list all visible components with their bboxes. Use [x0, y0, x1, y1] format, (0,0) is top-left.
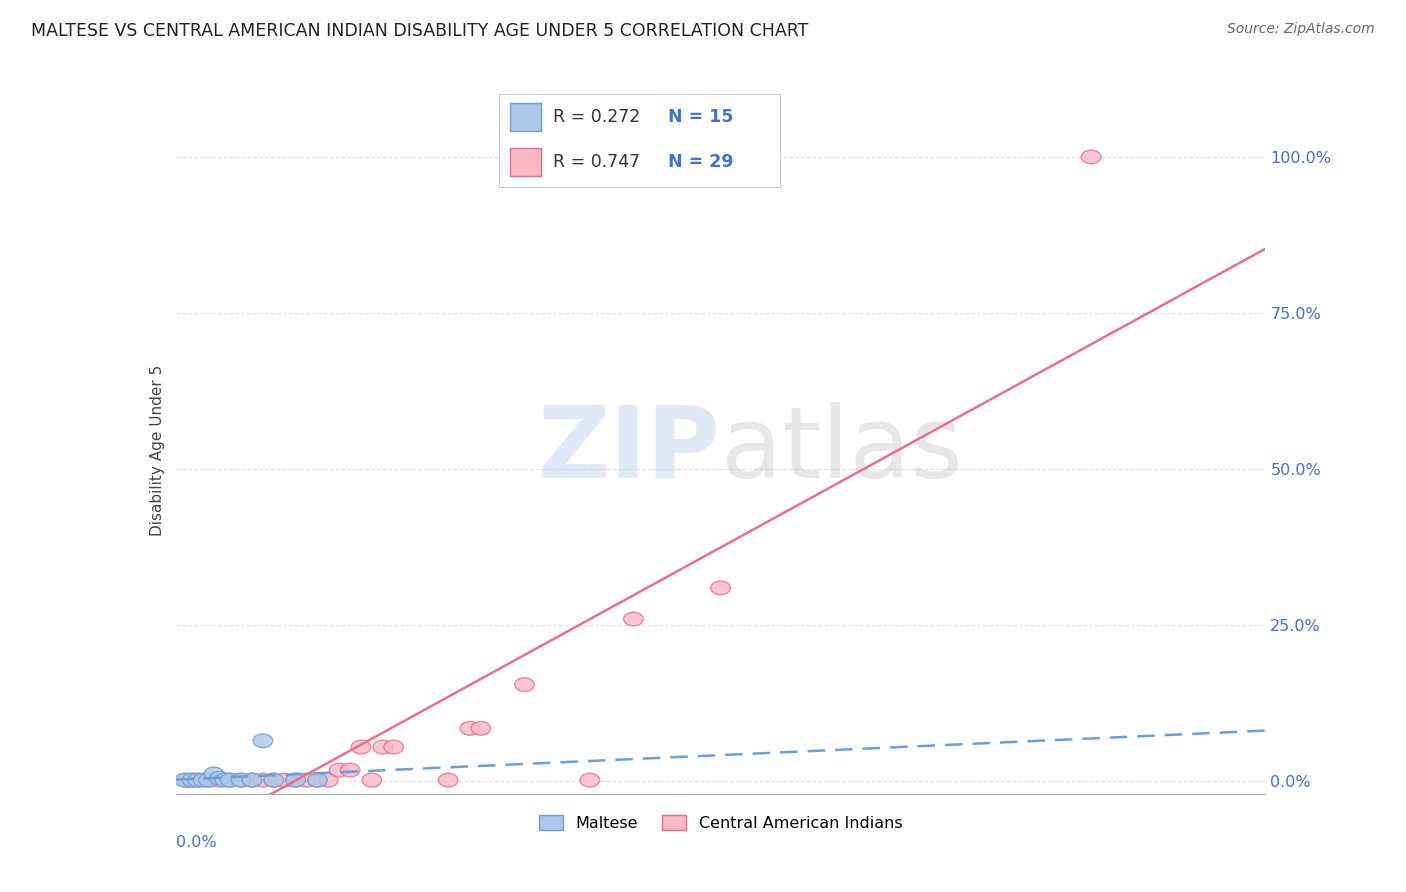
Ellipse shape [188, 773, 207, 787]
Ellipse shape [373, 740, 392, 754]
Ellipse shape [198, 773, 218, 787]
Text: 0.0%: 0.0% [176, 835, 217, 850]
Ellipse shape [242, 773, 262, 787]
Ellipse shape [285, 773, 305, 787]
Legend: Maltese, Central American Indians: Maltese, Central American Indians [533, 809, 908, 838]
Ellipse shape [188, 773, 207, 787]
Ellipse shape [319, 773, 337, 787]
Ellipse shape [204, 767, 224, 780]
Ellipse shape [193, 773, 212, 787]
Ellipse shape [198, 773, 218, 787]
Ellipse shape [177, 773, 197, 787]
Ellipse shape [253, 773, 273, 787]
Text: R = 0.272: R = 0.272 [553, 108, 640, 126]
Ellipse shape [232, 773, 250, 787]
Ellipse shape [242, 773, 262, 787]
Y-axis label: Disability Age Under 5: Disability Age Under 5 [149, 365, 165, 536]
Ellipse shape [384, 740, 404, 754]
Ellipse shape [174, 773, 194, 787]
Ellipse shape [471, 722, 491, 735]
Ellipse shape [308, 773, 328, 787]
Ellipse shape [711, 581, 730, 595]
Ellipse shape [209, 773, 229, 787]
FancyBboxPatch shape [510, 103, 541, 131]
Ellipse shape [515, 678, 534, 691]
Ellipse shape [215, 773, 235, 787]
Ellipse shape [460, 722, 479, 735]
Ellipse shape [232, 773, 250, 787]
Ellipse shape [624, 612, 643, 626]
Ellipse shape [209, 772, 229, 785]
Ellipse shape [439, 773, 458, 787]
Ellipse shape [1081, 150, 1101, 164]
Text: MALTESE VS CENTRAL AMERICAN INDIAN DISABILITY AGE UNDER 5 CORRELATION CHART: MALTESE VS CENTRAL AMERICAN INDIAN DISAB… [31, 22, 808, 40]
Text: N = 15: N = 15 [668, 108, 734, 126]
Ellipse shape [297, 773, 316, 787]
Ellipse shape [340, 764, 360, 777]
Ellipse shape [352, 740, 371, 754]
Text: R = 0.747: R = 0.747 [553, 153, 640, 171]
Ellipse shape [329, 764, 349, 777]
Ellipse shape [221, 773, 240, 787]
Ellipse shape [308, 773, 328, 787]
Ellipse shape [221, 773, 240, 787]
Text: Source: ZipAtlas.com: Source: ZipAtlas.com [1227, 22, 1375, 37]
Ellipse shape [285, 773, 305, 787]
Ellipse shape [264, 773, 284, 787]
Ellipse shape [276, 773, 294, 787]
Text: ZIP: ZIP [537, 402, 721, 499]
Text: N = 29: N = 29 [668, 153, 734, 171]
Ellipse shape [253, 734, 273, 747]
Ellipse shape [183, 773, 202, 787]
Text: atlas: atlas [721, 402, 962, 499]
FancyBboxPatch shape [510, 148, 541, 176]
Ellipse shape [264, 773, 284, 787]
Ellipse shape [183, 773, 202, 787]
Ellipse shape [581, 773, 599, 787]
Ellipse shape [363, 773, 381, 787]
